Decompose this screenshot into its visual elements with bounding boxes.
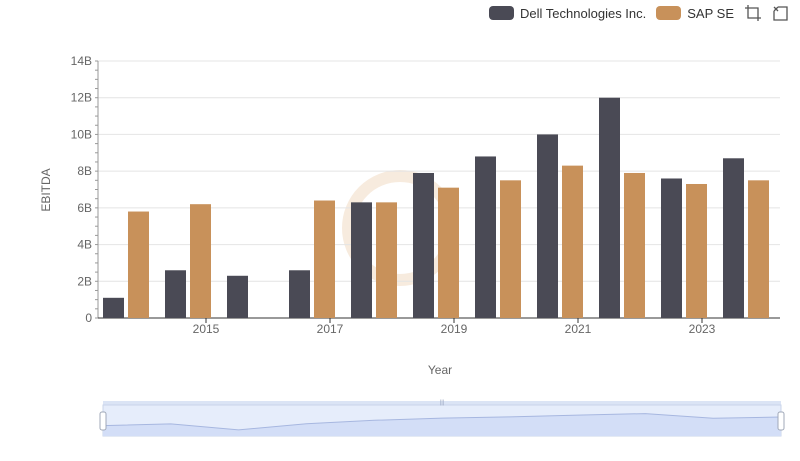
x-tick-label: 2019 <box>441 322 468 336</box>
bar-sap-2015 <box>190 204 211 318</box>
zoom-reset-icon[interactable] <box>772 4 790 22</box>
legend-swatch-dell <box>489 6 515 20</box>
x-tick-label: 2021 <box>565 322 592 336</box>
bar-sap-2024 <box>748 180 769 318</box>
legend-label-sap: SAP SE <box>687 5 734 21</box>
zoom-slider-drag-grip[interactable]: ||| <box>440 400 445 406</box>
zoom-slider-left-handle[interactable] <box>99 411 107 431</box>
bar-sap-2020 <box>500 180 521 318</box>
y-tick-label: 8B <box>77 164 92 178</box>
x-axis-title: Year <box>428 363 452 377</box>
bar-dell-2015 <box>165 270 186 318</box>
zoom-select-icon[interactable] <box>744 4 762 22</box>
bar-sap-2017 <box>314 200 335 318</box>
y-tick-label: 12B <box>71 91 92 105</box>
bar-sap-2014 <box>128 211 149 318</box>
bar-sap-2018 <box>376 202 397 318</box>
zoom-slider-preview-line <box>102 413 782 431</box>
y-axis-title: EBITDA <box>39 168 53 211</box>
bar-dell-2018 <box>351 202 372 318</box>
y-tick-label: 14B <box>71 54 92 68</box>
bar-dell-2020 <box>475 156 496 318</box>
bar-sap-2021 <box>562 165 583 318</box>
bar-dell-2017 <box>289 270 310 318</box>
bar-dell-2023 <box>661 178 682 318</box>
bar-dell-2024 <box>723 158 744 318</box>
bar-dell-2016 <box>227 275 248 318</box>
x-tick-label: 2023 <box>689 322 716 336</box>
bar-sap-2023 <box>686 183 707 318</box>
slider-track-top <box>103 401 781 407</box>
y-tick-label: 6B <box>77 201 92 215</box>
bar-sap-2022 <box>624 172 645 318</box>
zoom-slider-right-handle[interactable] <box>777 411 785 431</box>
legend-swatch-sap <box>656 6 682 20</box>
legend-item-dell[interactable]: Dell Technologies Inc. <box>489 6 646 21</box>
y-tick-label: 0 <box>85 311 92 325</box>
bar-dell-2014 <box>103 297 124 318</box>
legend: Dell Technologies Inc. SAP SE <box>489 4 790 22</box>
bar-dell-2022 <box>599 97 620 318</box>
bar-dell-2021 <box>537 134 558 318</box>
x-tick-label: 2015 <box>193 322 220 336</box>
y-tick-label: 4B <box>77 238 92 252</box>
x-tick-label: 2017 <box>317 322 344 336</box>
legend-label-dell: Dell Technologies Inc. <box>520 5 647 21</box>
y-tick-label: 10B <box>71 127 92 141</box>
y-tick-label: 2B <box>77 274 92 288</box>
bar-dell-2019 <box>413 172 434 318</box>
zoom-slider-preview-area <box>103 413 781 436</box>
bar-sap-2019 <box>438 187 459 318</box>
legend-item-sap[interactable]: SAP SE <box>656 6 734 21</box>
